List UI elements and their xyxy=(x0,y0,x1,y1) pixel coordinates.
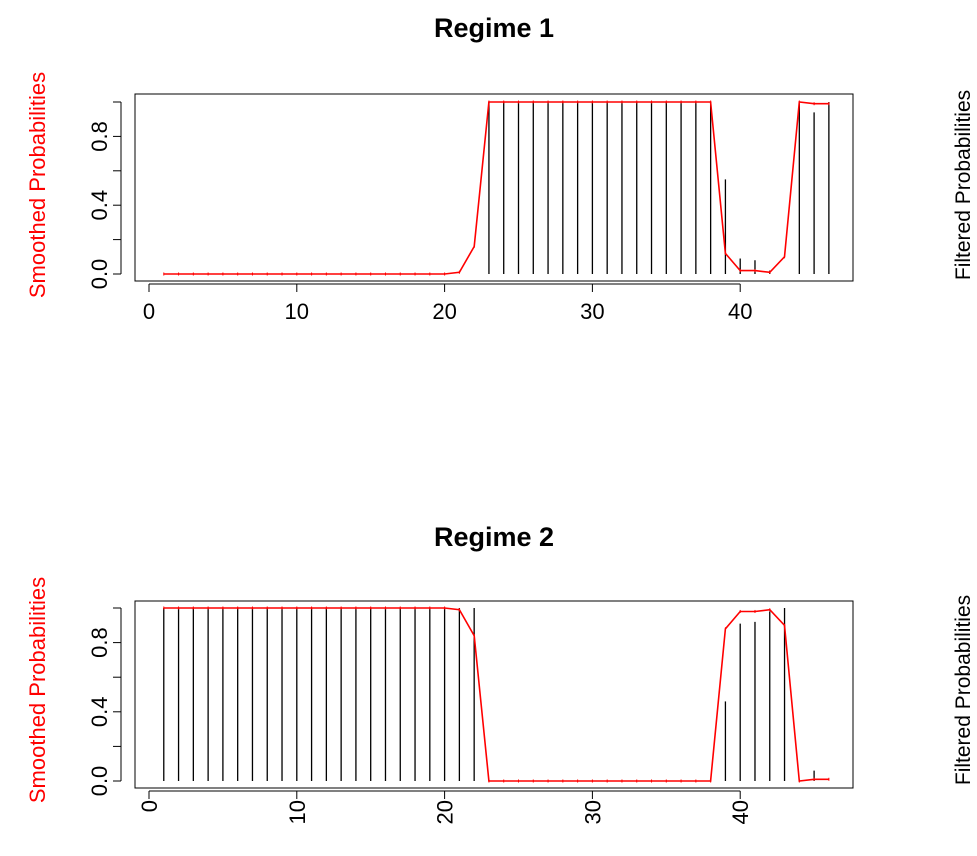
smoothed-line xyxy=(163,607,829,782)
y-tick-label: 0.4 xyxy=(87,697,112,728)
filtered-series xyxy=(488,102,830,274)
smoothed-line xyxy=(163,101,829,275)
plot-frame xyxy=(134,93,854,282)
x-tick-label: 40 xyxy=(728,800,753,824)
x-tick-label: 0 xyxy=(137,800,162,812)
y-tick-label: 0.8 xyxy=(87,121,112,152)
left-axis-label: Smoothed Probabilities xyxy=(25,72,50,298)
smoothed-series xyxy=(163,100,830,276)
x-tick-label: 10 xyxy=(285,800,310,824)
x-tick-label: 30 xyxy=(580,299,604,324)
regime-2-panel: Regime 2 Smoothed Probabilities Filtered… xyxy=(25,522,975,824)
axes: 0 10 20 30 40 0.0 0.4 0.8 xyxy=(87,607,753,824)
x-tick-label: 20 xyxy=(433,800,458,824)
x-tick-label: 30 xyxy=(580,800,605,824)
x-tick-label: 0 xyxy=(143,299,155,324)
y-tick-label: 0.4 xyxy=(87,190,112,221)
x-tick-label: 40 xyxy=(728,299,752,324)
chart-title: Regime 1 xyxy=(434,13,554,43)
x-tick-label: 20 xyxy=(432,299,456,324)
y-tick-label: 0.0 xyxy=(87,259,112,290)
y-tick-label: 0.0 xyxy=(87,766,112,797)
chart-title: Regime 2 xyxy=(434,522,554,552)
axes: 0 10 20 30 40 0.0 0.4 0.8 xyxy=(87,101,752,324)
right-axis-label: Filtered Probabilities xyxy=(952,90,975,280)
y-tick-label: 0.8 xyxy=(87,627,112,658)
plot-frame xyxy=(134,600,854,789)
filtered-series xyxy=(163,608,815,781)
x-tick-label: 10 xyxy=(285,299,309,324)
left-axis-label: Smoothed Probabilities xyxy=(25,577,50,803)
smoothed-series xyxy=(163,606,830,783)
right-axis-label: Filtered Probabilities xyxy=(952,595,975,785)
regime-1-panel: Regime 1 Smoothed Probabilities Filtered… xyxy=(25,13,975,324)
